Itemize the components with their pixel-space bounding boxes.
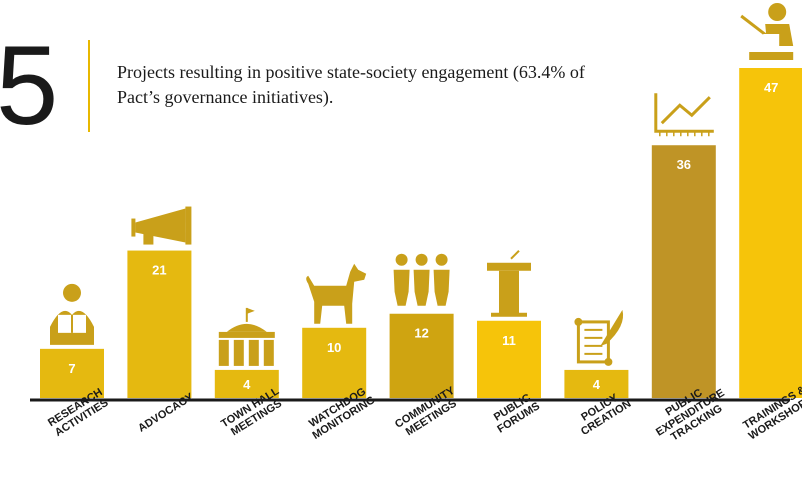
- bars-layer: 7 21 4 10 12 11 4 36 47: [40, 68, 802, 398]
- podium-icon: [487, 250, 531, 317]
- bar: [127, 250, 192, 398]
- bar: [739, 68, 802, 398]
- teacher-icon: [740, 3, 794, 60]
- bar: [477, 320, 541, 398]
- icons-layer: [50, 3, 794, 366]
- bar-value-label: 4: [593, 377, 601, 392]
- line-chart-icon: [654, 93, 714, 137]
- bar-value-label: 21: [152, 263, 166, 278]
- megaphone-icon: [131, 206, 192, 245]
- big-number: 5: [0, 23, 59, 148]
- bar: [40, 348, 104, 398]
- scroll-quill-icon: [574, 309, 624, 366]
- divider-line: [88, 40, 90, 132]
- bar-value-label: 36: [677, 157, 691, 172]
- town-hall-icon: [218, 307, 275, 366]
- bar: [389, 313, 454, 398]
- bar-value-label: 4: [243, 377, 251, 392]
- bar-value-label: 47: [764, 80, 778, 95]
- bar-value-label: 10: [327, 340, 341, 355]
- headline-text: Projects resulting in positive state-soc…: [117, 62, 585, 107]
- bar: [564, 369, 629, 398]
- bar: [651, 145, 716, 398]
- bar: [214, 369, 279, 398]
- bar-value-label: 11: [502, 333, 516, 348]
- bar-value-label: 12: [414, 326, 428, 341]
- reader-icon: [50, 283, 94, 345]
- dog-icon: [306, 263, 367, 324]
- bar: [302, 327, 367, 398]
- bar-value-label: 7: [68, 361, 75, 376]
- people-icon: [393, 253, 450, 306]
